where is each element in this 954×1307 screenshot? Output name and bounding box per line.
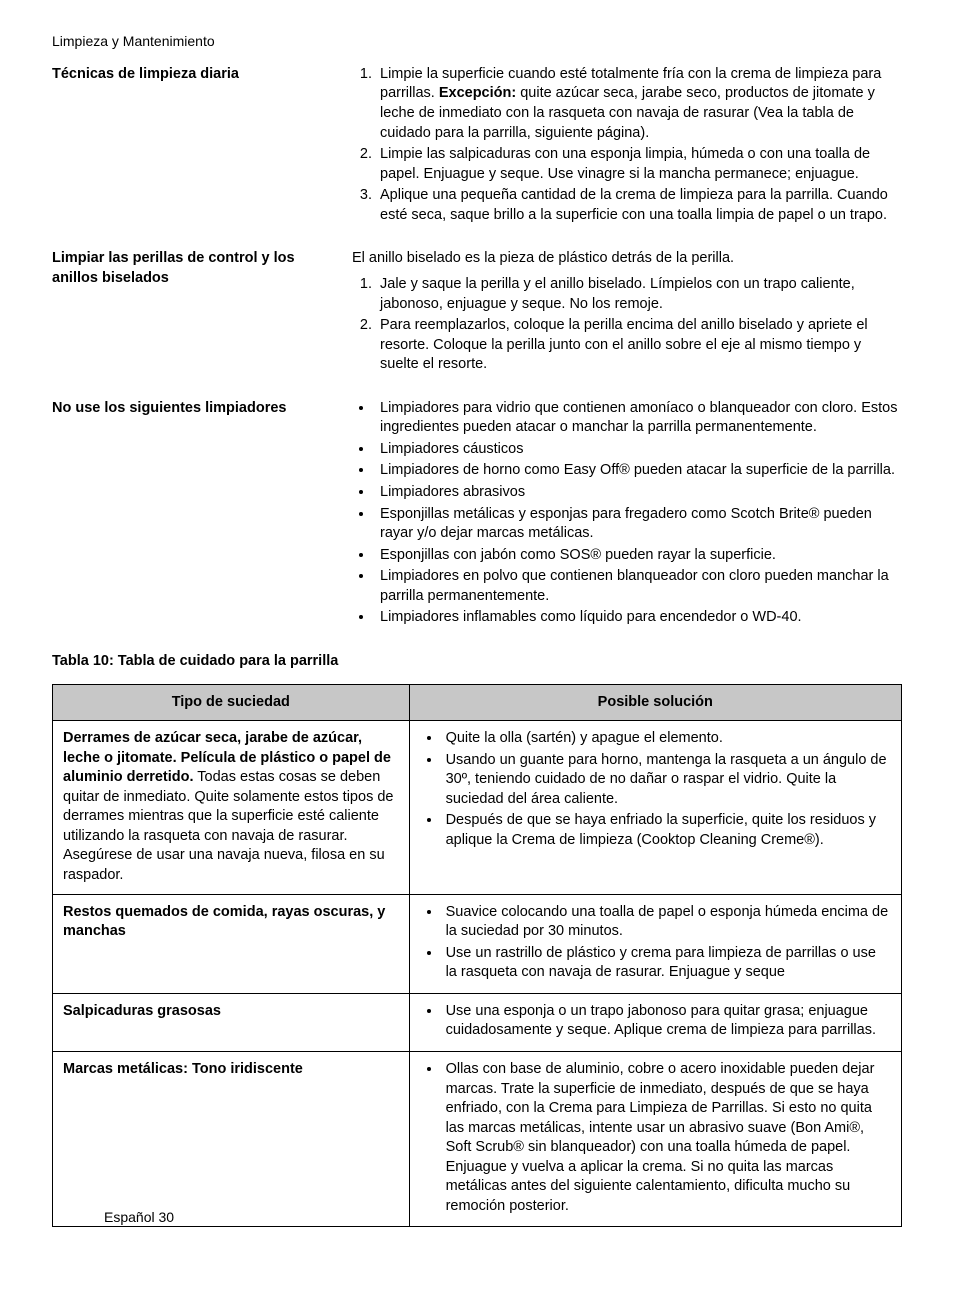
solution-cell: Ollas con base de aluminio, cobre o acer… — [409, 1051, 901, 1227]
section-body: Limpie la superficie cuando esté totalme… — [352, 65, 902, 228]
section: Técnicas de limpieza diaria Limpie la sup… — [52, 65, 902, 228]
list-item: Limpie la superficie cuando esté totalme… — [376, 65, 902, 143]
section-body: Limpiadores para vidrio que contienen am… — [352, 399, 902, 630]
list-item: Después de que se haya enfriado la super… — [442, 811, 891, 850]
list-item: Limpie las salpicaduras con una esponja … — [376, 145, 902, 184]
section: No use los siguientes limpiadores Limpiad… — [52, 399, 902, 630]
numbered-list: Limpie la superficie cuando esté totalme… — [352, 65, 902, 226]
solution-cell: Use una esponja o un trapo jabonoso para… — [409, 993, 901, 1051]
table-title: Tabla 10: Tabla de cuidado para la parri… — [52, 652, 902, 672]
soil-cell: Marcas metálicas: Tono iridiscente — [53, 1051, 410, 1227]
list-item: Ollas con base de aluminio, cobre o acer… — [442, 1060, 891, 1217]
solution-cell: Suavice colocando una toalla de papel o … — [409, 894, 901, 993]
table-row: Marcas metálicas: Tono iridiscente Ollas … — [53, 1051, 902, 1227]
list-item: Quite la olla (sartén) y apague el eleme… — [442, 729, 891, 749]
list-item: Limpiadores cáusticos — [374, 440, 902, 460]
list-item: Limpiadores abrasivos — [374, 483, 902, 503]
table-row: Derrames de azúcar seca, jarabe de azúca… — [53, 721, 902, 895]
sections-container: Técnicas de limpieza diaria Limpie la sup… — [52, 65, 902, 630]
solution-list: Quite la olla (sartén) y apague el eleme… — [420, 729, 891, 850]
table-row: Salpicaduras grasosas Use una esponja o u… — [53, 993, 902, 1051]
section: Limpiar las perillas de control y los an… — [52, 249, 902, 376]
list-item: Suavice colocando una toalla de papel o … — [442, 903, 891, 942]
col-header-solution: Posible solución — [409, 684, 901, 721]
soil-cell: Restos quemados de comida, rayas oscuras… — [53, 894, 410, 993]
section-intro: El anillo biselado es la pieza de plásti… — [352, 249, 902, 269]
solution-cell: Quite la olla (sartén) y apague el eleme… — [409, 721, 901, 895]
section-label: No use los siguientes limpiadores — [52, 399, 352, 630]
bold-text: Excepción: — [439, 85, 516, 101]
bullet-list: Limpiadores para vidrio que contienen am… — [352, 399, 902, 628]
numbered-list: Jale y saque la perilla y el anillo bise… — [352, 275, 902, 375]
list-item: Use un rastrillo de plástico y crema par… — [442, 944, 891, 983]
soil-cell: Salpicaduras grasosas — [53, 993, 410, 1051]
soil-bold: Marcas metálicas: Tono iridiscente — [63, 1061, 303, 1077]
list-item: Use una esponja o un trapo jabonoso para… — [442, 1002, 891, 1041]
soil-bold: Derrames de azúcar seca, jarabe de azúca… — [63, 730, 391, 785]
list-item: Limpiadores de horno como Easy Off® pued… — [374, 461, 902, 481]
section-label: Limpiar las perillas de control y los an… — [52, 249, 352, 376]
list-item: Jale y saque la perilla y el anillo bise… — [376, 275, 902, 314]
solution-list: Suavice colocando una toalla de papel o … — [420, 903, 891, 983]
breadcrumb: Limpieza y Mantenimiento — [52, 32, 902, 51]
soil-cell: Derrames de azúcar seca, jarabe de azúca… — [53, 721, 410, 895]
list-item: Limpiadores para vidrio que contienen am… — [374, 399, 902, 438]
care-table: Tipo de suciedad Posible solución Derram… — [52, 684, 902, 1228]
list-item: Para reemplazarlos, coloque la perilla e… — [376, 316, 902, 375]
solution-list: Use una esponja o un trapo jabonoso para… — [420, 1002, 891, 1041]
soil-bold: Salpicaduras grasosas — [63, 1003, 221, 1019]
list-item: Esponjillas con jabón como SOS® pueden r… — [374, 546, 902, 566]
section-body: El anillo biselado es la pieza de plásti… — [352, 249, 902, 376]
list-item: Limpiadores en polvo que contienen blanq… — [374, 567, 902, 606]
list-item: Usando un guante para horno, mantenga la… — [442, 751, 891, 810]
list-item: Limpiadores inflamables como líquido par… — [374, 608, 902, 628]
solution-list: Ollas con base de aluminio, cobre o acer… — [420, 1060, 891, 1217]
list-item: Aplique una pequeña cantidad de la crema… — [376, 186, 902, 225]
page-footer: Español 30 — [104, 1208, 174, 1227]
soil-bold: Restos quemados de comida, rayas oscuras… — [63, 904, 385, 940]
section-label: Técnicas de limpieza diaria — [52, 65, 352, 228]
table-row: Restos quemados de comida, rayas oscuras… — [53, 894, 902, 993]
list-item: Esponjillas metálicas y esponjas para fr… — [374, 505, 902, 544]
col-header-soil: Tipo de suciedad — [53, 684, 410, 721]
